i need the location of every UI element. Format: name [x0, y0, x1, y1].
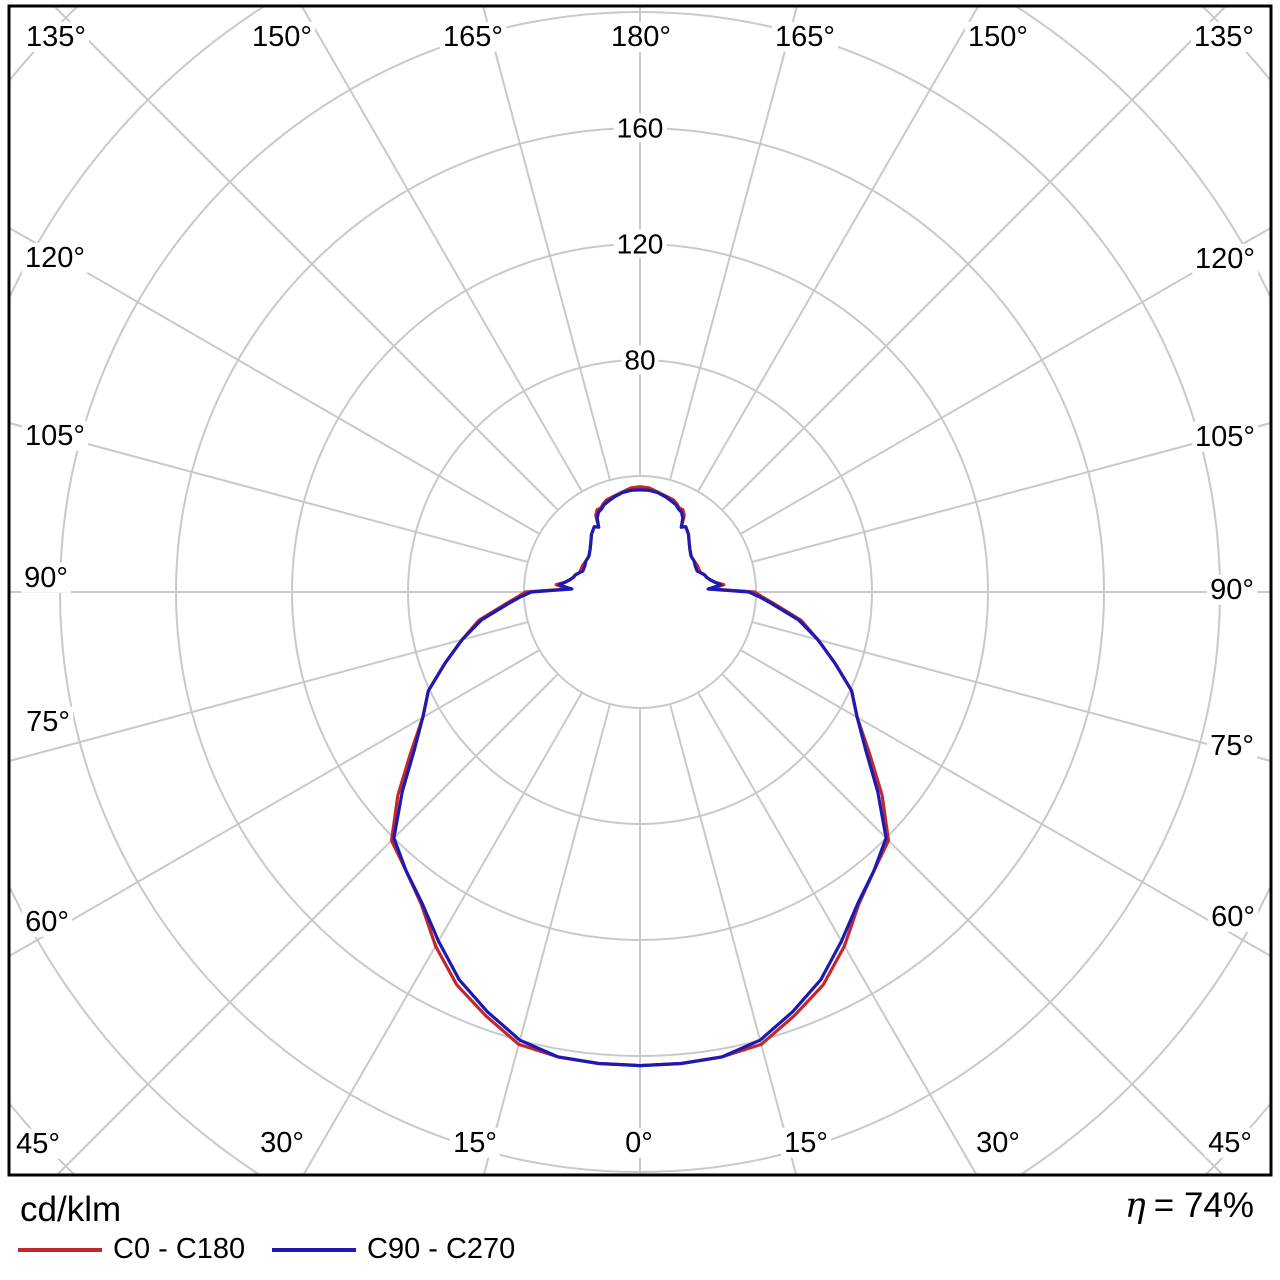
- legend-label-c90-c270: C90 - C270: [367, 1233, 516, 1265]
- angle-label--15: 15°: [450, 1127, 500, 1158]
- angle-label-150: 150°: [965, 21, 1031, 52]
- ring-label-80: 80: [621, 345, 659, 375]
- angle-label-45: 45°: [1205, 1127, 1255, 1158]
- efficiency-symbol: η: [1124, 1186, 1146, 1226]
- angle-label-0: 0°: [622, 1127, 656, 1158]
- efficiency-label: η = 74%: [1125, 1186, 1254, 1226]
- efficiency-value: = 74%: [1153, 1186, 1254, 1225]
- angle-label--150: 150°: [249, 21, 315, 52]
- angle-label--30: 30°: [257, 1127, 307, 1158]
- angle-label--165: 165°: [440, 21, 506, 52]
- angle-label--75: 75°: [23, 706, 73, 737]
- legend-label-c0-c180: C0 - C180: [113, 1233, 246, 1265]
- angle-label-75: 75°: [1207, 730, 1257, 761]
- angle-label--105: 105°: [22, 420, 88, 451]
- unit-label: cd/klm: [20, 1190, 122, 1229]
- angle-label--45: 45°: [13, 1128, 63, 1159]
- angle-label-30: 30°: [973, 1127, 1023, 1158]
- ring-label-160: 160: [613, 113, 667, 143]
- angle-label-180: 180°: [608, 21, 674, 52]
- angle-label-165: 165°: [772, 21, 838, 52]
- angle-label-15: 15°: [781, 1127, 831, 1158]
- legend-item-c0-c180: C0 - C180: [18, 1233, 245, 1266]
- angle-label-105: 105°: [1192, 421, 1258, 452]
- angle-label--90: 90°: [21, 562, 71, 593]
- legend-line-c0-c180: [18, 1247, 102, 1252]
- legend-line-c90-c270: [272, 1247, 356, 1252]
- ring-label-120: 120: [613, 229, 667, 259]
- angle-label-90: 90°: [1207, 574, 1257, 605]
- angle-label-135: 135°: [1191, 21, 1257, 52]
- angle-label--135: 135°: [23, 21, 89, 52]
- angle-label--60: 60°: [22, 906, 72, 937]
- angle-label-60: 60°: [1208, 901, 1258, 932]
- legend-item-c90-c270: C90 - C270: [272, 1233, 515, 1266]
- angle-label-120: 120°: [1192, 243, 1258, 274]
- angle-label--120: 120°: [22, 242, 88, 273]
